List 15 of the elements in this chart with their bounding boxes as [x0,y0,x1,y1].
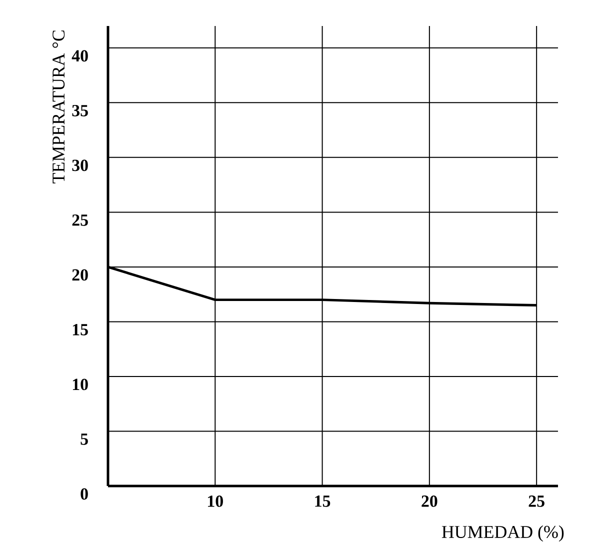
x-tick-label: 10 [208,495,223,507]
x-tick-label: 20 [422,495,438,507]
y-tick-label: 20 [72,269,88,281]
x-tick-label: 15 [315,495,330,507]
y-axis-title: TEMPERATURA °C [52,30,65,184]
y-tick-label: 5 [80,434,88,445]
x-axis-title: HUMEDAD (%) [442,525,564,542]
y-tick-label: 0 [80,488,88,500]
y-tick-label: 10 [72,378,88,390]
y-tick-label: 15 [72,324,88,336]
y-tick-label: 40 [72,50,88,62]
y-tick-label: 35 [72,104,88,116]
y-tick-label: 25 [72,214,88,226]
y-tick-label: 30 [72,160,88,172]
x-tick-label: 25 [528,495,544,507]
